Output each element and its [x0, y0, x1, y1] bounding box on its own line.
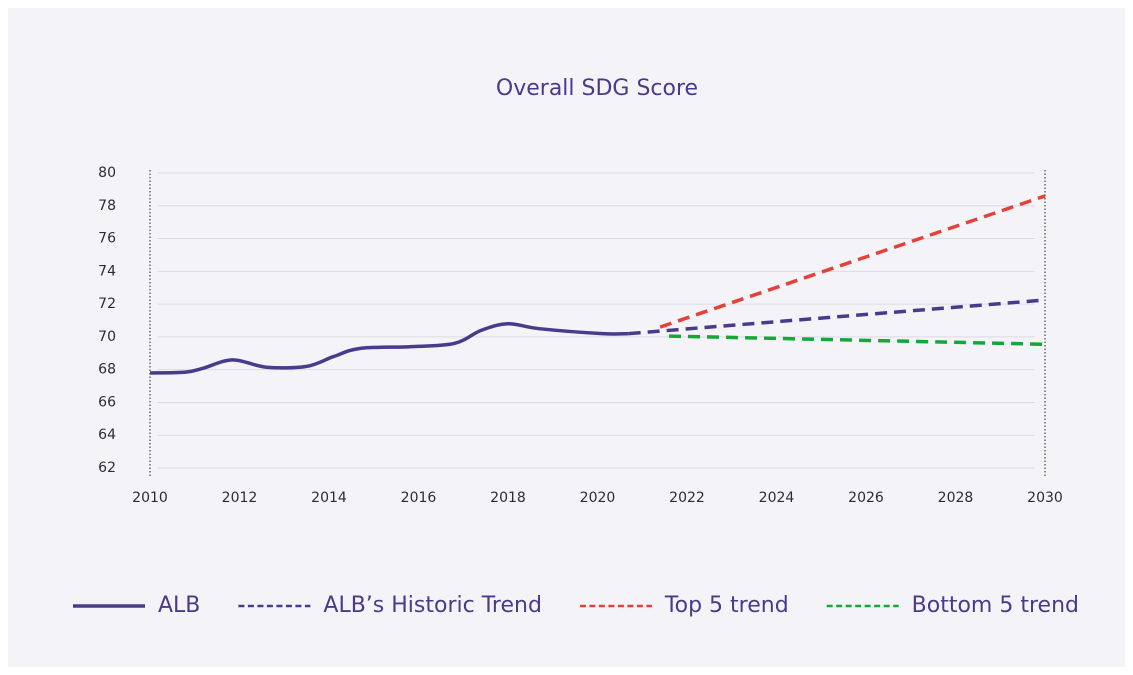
x-tick-label: 2028 [938, 490, 974, 506]
x-tick-label: 2012 [222, 490, 258, 506]
x-tick-label: 2014 [311, 490, 347, 506]
legend-label: ALB’s Historic Trend [323, 593, 542, 618]
x-tick-label: 2010 [132, 490, 168, 506]
x-tick-label: 2026 [848, 490, 884, 506]
y-tick-label: 72 [98, 296, 116, 312]
series-line [659, 194, 1046, 329]
chart-title: Overall SDG Score [496, 76, 698, 101]
y-tick-label: 68 [98, 362, 116, 378]
series-line [628, 298, 1046, 336]
panel [8, 8, 1125, 667]
x-tick-label: 2016 [401, 490, 437, 506]
y-tick-label: 78 [98, 198, 116, 214]
x-tick-label: 2030 [1027, 490, 1063, 506]
y-tick-label: 80 [98, 165, 116, 181]
y-tick-label: 76 [98, 231, 116, 247]
x-tick-label: 2020 [580, 490, 616, 506]
legend-label: Bottom 5 trend [912, 593, 1079, 618]
y-tick-label: 70 [98, 329, 116, 345]
x-tick-label: 2022 [669, 490, 705, 506]
x-tick-label: 2024 [759, 490, 795, 506]
y-tick-label: 66 [98, 394, 116, 410]
series-line [149, 322, 629, 375]
legend-label: ALB [158, 593, 200, 618]
y-tick-label: 64 [98, 427, 116, 443]
y-tick-label: 62 [98, 460, 116, 476]
legend-label: Top 5 trend [664, 593, 789, 618]
y-tick-label: 74 [98, 263, 116, 279]
x-tick-label: 2018 [490, 490, 526, 506]
